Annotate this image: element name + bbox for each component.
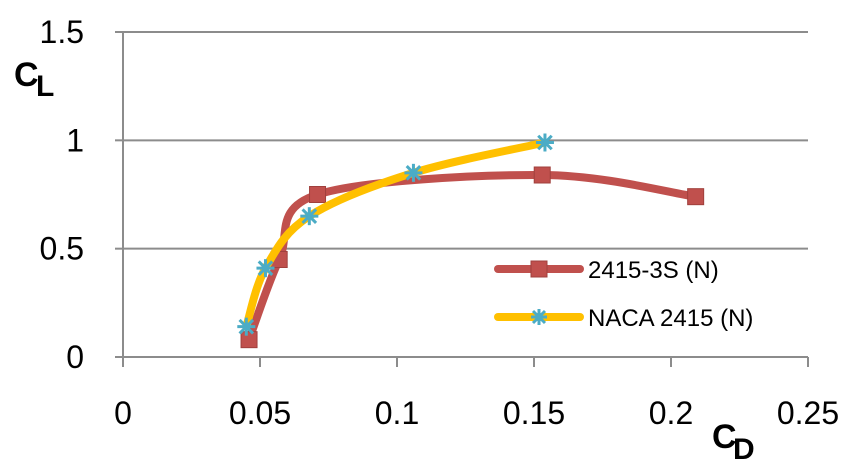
series-line-1 — [242, 138, 549, 331]
y-tick-label-2: 1 — [66, 122, 84, 158]
y-axis-title: C L — [14, 56, 54, 103]
data-point-asterisk-1-3 — [404, 163, 423, 182]
data-point-asterisk-1-0 — [237, 317, 256, 336]
data-point-square-0-0 — [240, 331, 258, 349]
x-tick-label-1: 0.05 — [229, 395, 291, 431]
y-axis-title-main: C — [14, 56, 39, 94]
y-tick-label-3: 1.5 — [40, 14, 84, 50]
data-point-square-0-3 — [533, 166, 551, 184]
x-axis-title: C D — [712, 418, 755, 461]
tick-layer: 0 0.05 0.1 0.15 0.2 0.25 0 0.5 1 1.5 — [40, 14, 840, 431]
x-tick-label-4: 0.2 — [649, 395, 693, 431]
x-tick-label-2: 0.1 — [375, 395, 419, 431]
grid-layer — [123, 31, 808, 250]
y-tick-label-1: 0.5 — [40, 231, 84, 267]
data-point-square-0-4 — [687, 188, 705, 206]
y-tick-label-0: 0 — [66, 339, 84, 375]
data-point-asterisk-1-1 — [256, 259, 275, 278]
data-point-asterisk-1-4 — [535, 133, 554, 152]
legend-entry-naca-2415: NACA 2415 (N) — [494, 305, 753, 332]
series-line-0 — [245, 170, 700, 344]
legend-label-naca-2415: NACA 2415 (N) — [588, 305, 753, 332]
x-axis-title-main: C — [712, 418, 737, 456]
x-tick-label-0: 0 — [114, 395, 132, 431]
series-1 — [237, 133, 554, 336]
data-point-asterisk-1-2 — [300, 207, 319, 226]
legend-label-2415-3s: 2415-3S (N) — [588, 257, 719, 284]
x-axis-title-subscript: D — [733, 433, 755, 461]
axis-layer — [115, 31, 809, 367]
legend-entry-2415-3s: 2415-3S (N) — [494, 257, 719, 284]
y-axis-title-subscript: L — [36, 70, 54, 103]
legend-marker-square — [530, 260, 548, 278]
data-point-square-0-2 — [309, 186, 327, 203]
x-tick-label-5: 0.25 — [777, 395, 839, 431]
x-tick-label-3: 0.15 — [503, 395, 565, 431]
legend: 2415-3S (N) NACA 2415 (N) — [494, 257, 753, 332]
legend-marker-asterisk — [531, 309, 547, 325]
series-layer — [237, 133, 705, 349]
